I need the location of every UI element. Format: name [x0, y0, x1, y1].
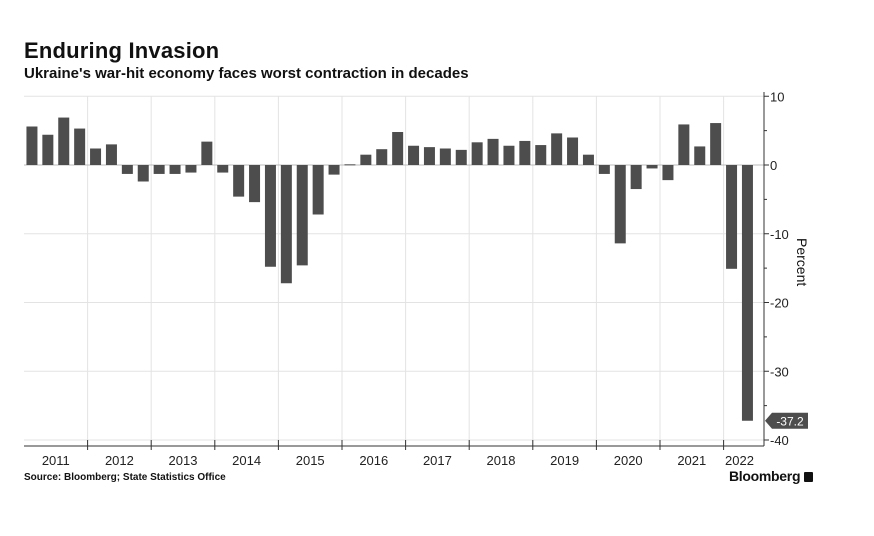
bar — [169, 165, 181, 174]
bar — [630, 165, 642, 190]
bar — [567, 137, 579, 165]
x-tick-label: 2017 — [423, 453, 452, 468]
bar — [376, 149, 388, 165]
bar — [392, 132, 404, 165]
bar — [42, 134, 54, 165]
bar — [614, 165, 626, 244]
bar — [296, 165, 308, 266]
bar — [217, 165, 229, 173]
chart-subtitle: Ukraine's war-hit economy faces worst co… — [24, 65, 469, 82]
bar — [519, 140, 531, 165]
x-tick-label: 2013 — [169, 453, 198, 468]
bar — [137, 165, 149, 182]
bar — [201, 141, 213, 165]
x-tick-label: 2022 — [725, 453, 754, 468]
bloomberg-logo: Bloomberg — [729, 468, 814, 484]
bar — [344, 164, 356, 166]
axes: 10 0 -10 -20 -30 -40 2011 2012 2013 2014 2015 2016 2… — [24, 89, 808, 468]
chart-title: Enduring Invasion — [24, 38, 220, 63]
bar — [153, 165, 165, 174]
y-axis-label: Percent — [794, 238, 810, 287]
bar — [26, 126, 38, 165]
bar — [455, 149, 467, 165]
x-tick-label: 2018 — [487, 453, 516, 468]
x-tick-label: 2011 — [42, 453, 70, 468]
last-value-callout: -37.2 — [765, 412, 808, 429]
y-tick-label: -10 — [770, 227, 789, 242]
bar — [535, 145, 547, 165]
bar — [582, 154, 594, 165]
bar — [662, 165, 674, 181]
x-tick-label: 2019 — [550, 453, 579, 468]
bar — [264, 165, 276, 267]
y-tick-label: -40 — [770, 433, 789, 448]
bar — [58, 117, 70, 165]
bars — [26, 117, 753, 421]
bar — [471, 142, 483, 165]
bar — [312, 165, 324, 215]
x-tick-label: 2020 — [614, 453, 643, 468]
y-tick-label: -30 — [770, 364, 789, 379]
bar — [328, 165, 340, 175]
brand-text: Bloomberg — [729, 468, 801, 484]
callout-box — [765, 412, 808, 429]
bar — [710, 123, 722, 165]
bar — [121, 165, 133, 174]
bar — [646, 165, 658, 169]
bar — [105, 144, 117, 165]
bar — [598, 165, 610, 174]
bar — [741, 165, 753, 421]
bar — [423, 147, 435, 165]
bar — [551, 133, 563, 165]
x-tick-label: 2016 — [359, 453, 388, 468]
callout-label: -37.2 — [776, 414, 804, 428]
bar — [726, 165, 738, 269]
bar — [249, 165, 261, 203]
bar — [694, 146, 706, 165]
y-tick-label: -20 — [770, 296, 789, 311]
bar — [233, 165, 245, 197]
y-tick-label: 10 — [770, 89, 784, 104]
y-tick-label: 0 — [770, 158, 777, 173]
bar — [74, 128, 86, 165]
bar — [487, 138, 499, 165]
source-note: Source: Bloomberg; State Statistics Offi… — [24, 472, 226, 483]
bar — [280, 165, 292, 284]
bar — [678, 124, 690, 165]
bar — [439, 148, 451, 165]
x-tick-label: 2021 — [677, 453, 706, 468]
x-tick-label: 2012 — [105, 453, 134, 468]
bar — [185, 165, 197, 173]
bloomberg-mark-icon — [804, 472, 814, 482]
x-tick-label: 2015 — [296, 453, 325, 468]
bar — [503, 145, 515, 165]
bar — [360, 154, 372, 165]
bar — [90, 148, 102, 165]
x-tick-label: 2014 — [232, 453, 261, 468]
bar — [408, 145, 420, 165]
